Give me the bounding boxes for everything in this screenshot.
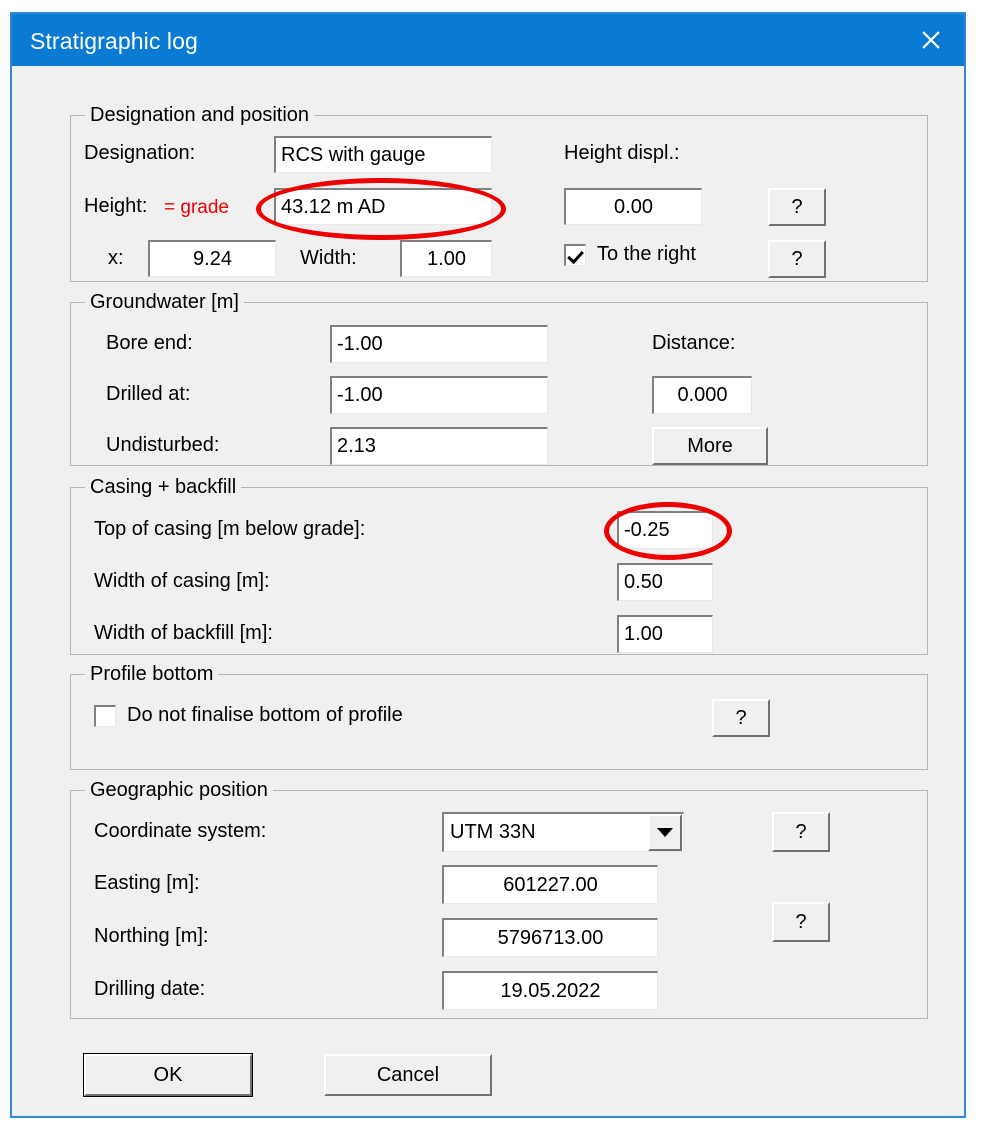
help-button-profile-bottom[interactable]: ?	[712, 699, 770, 737]
group-groundwater: Groundwater [m]	[70, 291, 928, 466]
to-the-right-label: To the right	[597, 243, 696, 265]
x-label: x:	[108, 247, 124, 269]
width-of-casing-input[interactable]: 0.50	[617, 563, 713, 601]
grade-annotation-text: = grade	[164, 197, 229, 218]
do-not-finalise-checkbox-box[interactable]	[94, 704, 116, 727]
group-legend-groundwater: Groundwater [m]	[85, 291, 244, 314]
group-casing-backfill: Casing + backfill	[70, 476, 928, 655]
bore-end-label: Bore end:	[106, 332, 193, 354]
x-input[interactable]: 9.24	[148, 240, 276, 277]
drilling-date-input[interactable]: 19.05.2022	[442, 971, 658, 1010]
distance-input[interactable]: 0.000	[652, 376, 752, 414]
help-button-coordinates[interactable]: ?	[772, 902, 830, 942]
chevron-down-icon[interactable]	[648, 814, 682, 851]
to-the-right-checkbox-box[interactable]	[564, 243, 586, 266]
dialog-titlebar: Stratigraphic log	[12, 14, 964, 66]
to-the-right-checkbox[interactable]: To the right	[564, 243, 696, 266]
drilled-at-input[interactable]: -1.00	[330, 376, 548, 414]
group-legend-designation: Designation and position	[85, 104, 315, 127]
do-not-finalise-label: Do not finalise bottom of profile	[127, 704, 403, 726]
height-displacement-input[interactable]: 0.00	[564, 188, 702, 225]
easting-input[interactable]: 601227.00	[442, 865, 658, 904]
help-button-height-displacement[interactable]: ?	[768, 188, 826, 226]
stratigraphic-log-dialog: Stratigraphic log Designation and positi…	[10, 12, 966, 1118]
group-profile-bottom: Profile bottom	[70, 663, 928, 770]
group-legend-profile-bottom: Profile bottom	[85, 663, 219, 686]
drilling-date-label: Drilling date:	[94, 978, 206, 1000]
undisturbed-label: Undisturbed:	[106, 434, 220, 456]
top-of-casing-input[interactable]: -0.25	[617, 511, 713, 549]
group-designation-and-position: Designation and position	[70, 104, 928, 282]
do-not-finalise-checkbox[interactable]: Do not finalise bottom of profile	[94, 704, 403, 727]
help-button-to-the-right[interactable]: ?	[768, 240, 826, 278]
bore-end-input[interactable]: -1.00	[330, 325, 548, 363]
height-input[interactable]: 43.12 m AD	[274, 188, 492, 225]
help-button-coordinate-system[interactable]: ?	[772, 812, 830, 852]
cancel-button[interactable]: Cancel	[324, 1054, 492, 1096]
width-label: Width:	[300, 247, 357, 269]
top-of-casing-label: Top of casing [m below grade]:	[94, 518, 366, 540]
northing-label: Northing [m]:	[94, 925, 209, 947]
coordinate-system-value: UTM 33N	[450, 821, 536, 843]
height-label: Height:	[84, 195, 148, 217]
drilled-at-label: Drilled at:	[106, 383, 191, 405]
distance-label: Distance:	[652, 332, 736, 354]
easting-label: Easting [m]:	[94, 872, 200, 894]
group-legend-geographic: Geographic position	[85, 779, 273, 802]
group-legend-casing: Casing + backfill	[85, 476, 242, 499]
width-of-casing-label: Width of casing [m]:	[94, 570, 270, 592]
width-of-backfill-input[interactable]: 1.00	[617, 615, 713, 653]
undisturbed-input[interactable]: 2.13	[330, 427, 548, 465]
ok-button[interactable]: OK	[83, 1053, 253, 1097]
coordinate-system-select[interactable]: UTM 33N	[442, 812, 684, 852]
close-icon[interactable]	[904, 14, 958, 66]
group-geographic-position: Geographic position	[70, 779, 928, 1019]
designation-input[interactable]: RCS with gauge	[274, 136, 492, 173]
dialog-title: Stratigraphic log	[30, 28, 198, 54]
width-input[interactable]: 1.00	[400, 240, 492, 277]
designation-label: Designation:	[84, 142, 196, 164]
dialog-client-area: Designation and position Designation: RC…	[12, 66, 964, 1116]
coordinate-system-label: Coordinate system:	[94, 820, 267, 842]
more-button[interactable]: More	[652, 427, 768, 465]
northing-input[interactable]: 5796713.00	[442, 918, 658, 957]
width-of-backfill-label: Width of backfill [m]:	[94, 622, 273, 644]
height-displacement-label: Height displ.:	[564, 142, 680, 164]
